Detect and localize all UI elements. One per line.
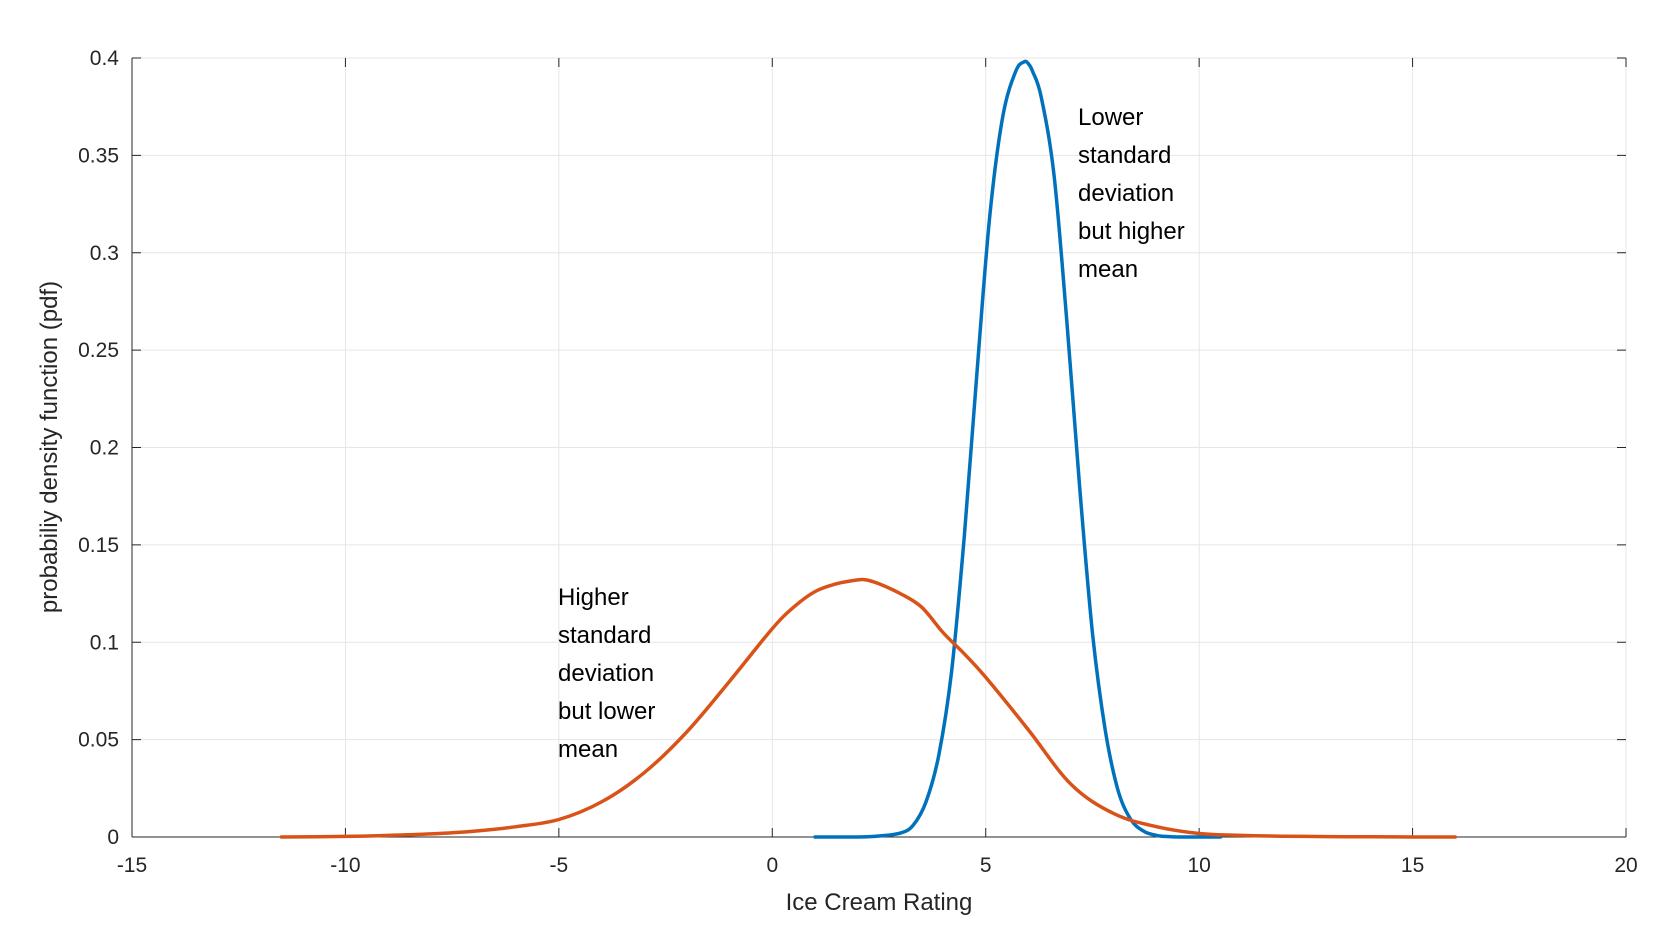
y-tick-label: 0.1 [90,631,119,654]
y-tick-label: 0.3 [90,242,119,265]
x-tick-label: -15 [117,854,147,877]
x-tick-label: -10 [330,854,360,877]
annotation-higher-std-line: mean [558,736,618,763]
data-series [279,59,1458,839]
annotation-higher-std-line: deviation [558,660,654,687]
y-tick-label: 0.2 [90,437,119,460]
x-tick-label: 10 [1187,854,1210,877]
y-tick-label: 0.25 [78,339,119,362]
annotation-higher-std: Higher standard deviation but lower mean [558,584,662,763]
x-tick-label: 20 [1614,854,1637,877]
annotation-lower-std: Lower standard deviation but higher mean [1078,104,1191,283]
x-tick-label: 5 [980,854,992,877]
annotation-lower-std-line: Lower [1078,104,1143,131]
series-line-higher-std [279,577,1458,839]
annotation-higher-std-line: Higher [558,584,629,611]
x-tick-label: -5 [550,854,569,877]
x-axis-label: Ice Cream Rating [786,889,973,916]
y-tick-label: 0.05 [78,729,119,752]
annotation-higher-std-line: standard [558,622,651,649]
y-tick-label: 0 [107,826,119,849]
axis-ticks: -15 -10 -5 0 5 10 15 20 0 0.05 0.1 0.15 0.2 0.25 0.3 0.… [78,47,1638,877]
x-tick-label: 15 [1401,854,1424,877]
annotation-lower-std-line: mean [1078,256,1138,283]
annotation-higher-std-line: but lower [558,698,655,725]
y-tick-label: 0.4 [90,47,120,70]
annotation-lower-std-line: standard [1078,142,1171,169]
y-tick-label: 0.35 [78,144,119,167]
y-axis-label: probabiliy density function (pdf) [36,281,63,613]
series-line-lower-std [813,59,1223,839]
annotation-lower-std-line: but higher [1078,218,1185,245]
annotation-lower-std-line: deviation [1078,180,1174,207]
y-tick-label: 0.15 [78,534,119,557]
x-tick-label: 0 [766,854,778,877]
